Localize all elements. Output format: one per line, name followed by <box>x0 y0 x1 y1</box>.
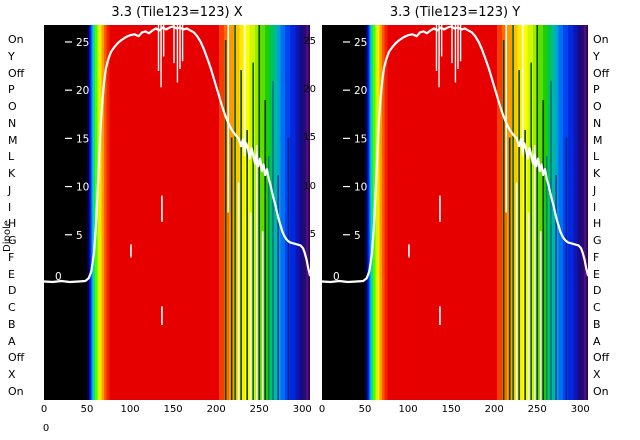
svg-text:15: 15 <box>76 133 89 145</box>
svg-text:25: 25 <box>354 37 367 49</box>
dipole-label-left-14: E <box>8 267 15 281</box>
dipole-label-right-2: Off <box>593 66 610 80</box>
panel-title-y: 3.3 (Tile123=123) Y <box>389 5 521 20</box>
svg-text:5: 5 <box>354 230 361 242</box>
dipole-label-right-16: C <box>593 301 601 314</box>
inner-left-tick-labels: 25 20 15 10 5 0 <box>55 37 89 283</box>
dipole-label-right-12: G <box>593 234 602 247</box>
white-artifacts <box>408 195 441 325</box>
x-tick-label: 150 <box>441 404 461 415</box>
svg-text:20: 20 <box>354 85 367 97</box>
dipole-label-left-16: C <box>8 301 16 314</box>
response-curve <box>322 25 588 284</box>
svg-text:5: 5 <box>76 230 83 242</box>
dipole-label-left-13: F <box>8 250 15 264</box>
dipole-label-left-8: K <box>8 167 16 180</box>
x-tick-label: 300 <box>292 404 312 415</box>
dipole-label-right-18: A <box>593 334 601 348</box>
dipole-label-left-18: A <box>8 334 16 348</box>
inner-left-tick-labels: 25 20 15 10 5 0 <box>333 37 367 283</box>
dipole-label-left-12: G <box>8 234 17 247</box>
color-bands <box>44 25 310 400</box>
svg-text:25: 25 <box>76 37 89 49</box>
svg-text:10: 10 <box>354 182 367 194</box>
dipole-label-left-21: On <box>8 384 24 398</box>
x-tick-label: 150 <box>163 404 183 415</box>
dipole-label-left-3: P <box>8 83 15 97</box>
dipole-label-right-14: E <box>593 267 600 281</box>
dipole-label-left-2: Off <box>8 66 25 80</box>
x-tick-label: 200 <box>484 404 504 415</box>
dipole-label-right-8: K <box>593 167 601 180</box>
gap-tick-label: 15 <box>303 132 316 144</box>
x-tick-label: 250 <box>249 404 269 415</box>
dipole-label-left-1: Y <box>8 49 15 63</box>
dipole-label-left-19: Off <box>8 351 25 365</box>
dipole-label-right-21: On <box>593 384 609 398</box>
gap-tick-label: 20 <box>303 84 316 96</box>
dipole-label-left-5: N <box>8 116 17 130</box>
dipole-label-right-9: J <box>593 183 597 197</box>
dipole-label-left-4: O <box>8 100 17 113</box>
x-tick-label: 0 <box>318 404 326 415</box>
heatmap-panel-y: 25 20 15 10 5 0 <box>322 25 588 400</box>
inner-zero-label: 0 <box>55 271 62 283</box>
dipole-label-right-10: I <box>593 200 597 214</box>
heatmap-panel-x: 25 20 15 10 5 0 <box>44 25 310 400</box>
inner-zero-label: 0 <box>333 271 340 283</box>
gap-tick-label: 5 <box>309 228 316 240</box>
dipole-label-left-17: B <box>8 317 16 331</box>
dipole-label-left-0: On <box>8 33 24 46</box>
bottom-left-zero-label: 0 <box>42 423 50 434</box>
dipole-label-right-13: F <box>593 250 600 264</box>
x-tick-label: 200 <box>206 404 226 415</box>
dipole-label-left-10: I <box>8 200 12 214</box>
dipole-label-left-11: H <box>8 217 17 231</box>
response-curve <box>44 25 310 284</box>
x-tick-label: 250 <box>527 404 547 415</box>
x-tick-label: 50 <box>80 404 94 415</box>
dipole-label-right-5: N <box>593 116 602 130</box>
white-artifacts <box>130 195 163 325</box>
dipole-label-right-20: X <box>593 368 601 381</box>
noise-streaks <box>502 25 568 400</box>
dipole-label-right-3: P <box>593 83 600 97</box>
svg-text:15: 15 <box>354 133 367 145</box>
x-tick-label: 100 <box>120 404 140 415</box>
dipole-label-left-6: M <box>8 133 18 147</box>
dipole-label-left-9: J <box>8 183 12 197</box>
x-tick-label: 0 <box>40 404 48 415</box>
panel-title-x: 3.3 (Tile123=123) X <box>111 5 243 20</box>
glitch-spikes <box>435 25 462 88</box>
dipole-label-right-17: B <box>593 317 601 331</box>
gap-tick-label: 25 <box>303 35 316 47</box>
x-tick-label: 50 <box>358 404 372 415</box>
dipole-label-right-1: Y <box>593 49 600 63</box>
svg-text:20: 20 <box>76 85 89 97</box>
dipole-label-right-4: O <box>593 100 602 113</box>
svg-text:10: 10 <box>76 182 89 194</box>
x-tick-label: 100 <box>398 404 418 415</box>
dipole-label-right-19: Off <box>593 351 610 365</box>
x-tick-label: 300 <box>570 404 590 415</box>
dipole-label-right-0: On <box>593 33 609 46</box>
dipole-label-right-7: L <box>593 150 600 164</box>
dipole-label-left-7: L <box>8 150 15 164</box>
dipole-label-left-20: X <box>8 368 16 381</box>
gap-tick-label: 10 <box>303 180 316 192</box>
glitch-spikes <box>157 25 184 88</box>
dipole-label-right-6: M <box>593 133 603 147</box>
dipole-label-right-15: D <box>593 284 602 298</box>
dipole-label-right-11: H <box>593 217 602 231</box>
dipole-label-left-15: D <box>8 284 17 298</box>
noise-streaks <box>224 25 290 400</box>
